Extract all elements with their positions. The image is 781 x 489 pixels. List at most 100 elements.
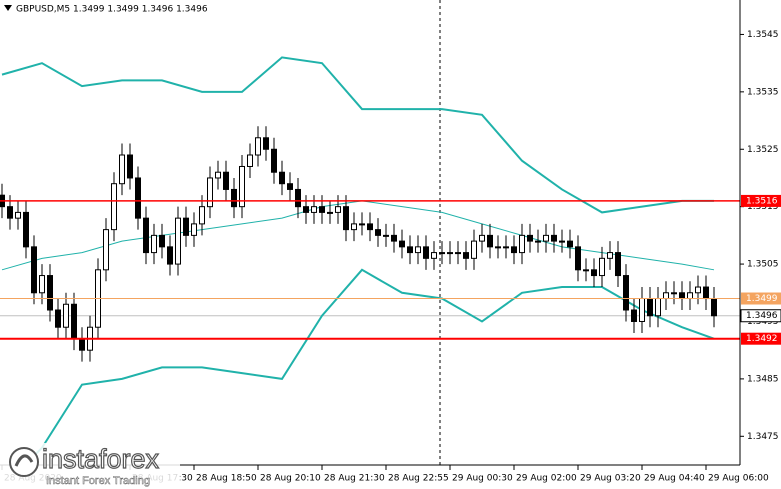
candle-body [263,137,269,150]
candle-body [31,246,37,294]
axis-layer: 1.34751.34851.34951.35051.35151.35251.35… [1,30,781,470]
x-tick-label: 28 Aug 20:10 [260,474,321,484]
candle-body [591,269,597,277]
watermark-brand: instaforex [42,444,160,474]
candle-body [103,229,109,271]
level-label: 1.3492 [746,334,778,344]
candle-body [439,252,445,255]
y-tick-label: 1.3525 [747,145,779,155]
last-price-box [740,309,781,323]
candle-body [647,298,653,317]
candle-body [511,246,517,254]
candle-body [127,154,133,179]
candle-body [239,165,245,208]
candle-body [311,206,317,213]
candle-body [519,234,525,254]
level-label: 1.3499 [746,294,778,304]
x-tick-label: 29 Aug 02:00 [516,474,577,484]
candle-body [447,252,453,255]
candle-body [15,211,21,219]
candle-body [55,309,61,328]
y-tick-label: 1.3475 [747,432,779,442]
candle-body [623,275,629,311]
candle-body [199,206,205,225]
watermark: instaforex Instant Forex Trading [0,443,180,489]
candle-body [487,234,493,248]
candle-body [615,252,621,277]
y-tick-label: 1.3505 [747,260,779,270]
candle-body [655,298,661,317]
candle-body [319,206,325,213]
candle-body [39,275,45,294]
plot-layer [0,56,740,465]
candle-body [335,206,341,213]
x-tick-label: 28 Aug 18:50 [196,474,257,484]
candle-body [607,252,613,259]
candle-body [543,234,549,242]
candle-body [559,240,565,243]
candle-body [407,246,413,254]
x-tick-label: 29 Aug 04:40 [644,474,705,484]
candle-body [159,234,165,248]
candle-body [47,275,53,311]
candle-body [207,177,213,208]
level-label-box [741,332,781,345]
candle-body [247,154,253,167]
candle-body [119,154,125,185]
candle-body [479,234,485,242]
candle-body [79,338,85,351]
chart-title: GBPUSD,M5 1.3499 1.3499 1.3496 1.3496 [16,5,208,15]
y-tick-label: 1.3485 [747,374,779,384]
y-tick-label: 1.3545 [747,30,779,40]
candle-body [191,223,197,236]
candle-body [143,217,149,254]
candle-body [423,246,429,259]
candle-body [567,240,573,248]
level-label: 1.3516 [746,196,778,206]
candle-body [399,240,405,248]
candle-body [471,240,477,259]
x-tick-label: 28 Aug 21:30 [324,474,385,484]
candle-body [63,303,69,328]
candle-body [711,298,717,317]
candle-body [415,246,421,254]
watermark-logo-swoosh [14,454,34,467]
candle-body [527,234,533,242]
candle-body [359,223,365,226]
candle-body [111,183,117,231]
x-tick-label: 29 Aug 03:20 [580,474,641,484]
x-tick-label: 29 Aug 06:00 [708,474,769,484]
candle-body [135,177,141,219]
watermark-tagline: Instant Forex Trading [46,475,150,487]
candle-body [551,234,557,242]
candle-body [295,188,301,208]
candle-body [231,188,237,208]
candle-body [375,229,381,236]
candle-body [679,292,685,300]
candle-body [391,234,397,242]
candle-body [175,217,181,265]
candle-body [535,240,541,243]
candle-body [215,171,221,179]
x-tick-label: 28 Aug 22:55 [388,474,449,484]
candle-body [183,217,189,236]
candle-body [71,303,77,340]
candle-body [287,183,293,190]
candle-body [495,246,501,249]
candle-body [575,246,581,271]
candle-body [327,211,333,214]
candle-body [687,292,693,300]
candle-body [671,292,677,295]
candle-body [455,252,461,255]
candle-body [503,246,509,249]
candle-body [639,298,645,322]
candle-body [599,257,605,277]
candle-body [383,234,389,237]
candle-body [431,252,437,259]
watermark-logo [9,447,39,477]
title-arrow [4,5,12,11]
candle-body [631,309,637,322]
candle-body [303,206,309,213]
candle-body [351,223,357,231]
